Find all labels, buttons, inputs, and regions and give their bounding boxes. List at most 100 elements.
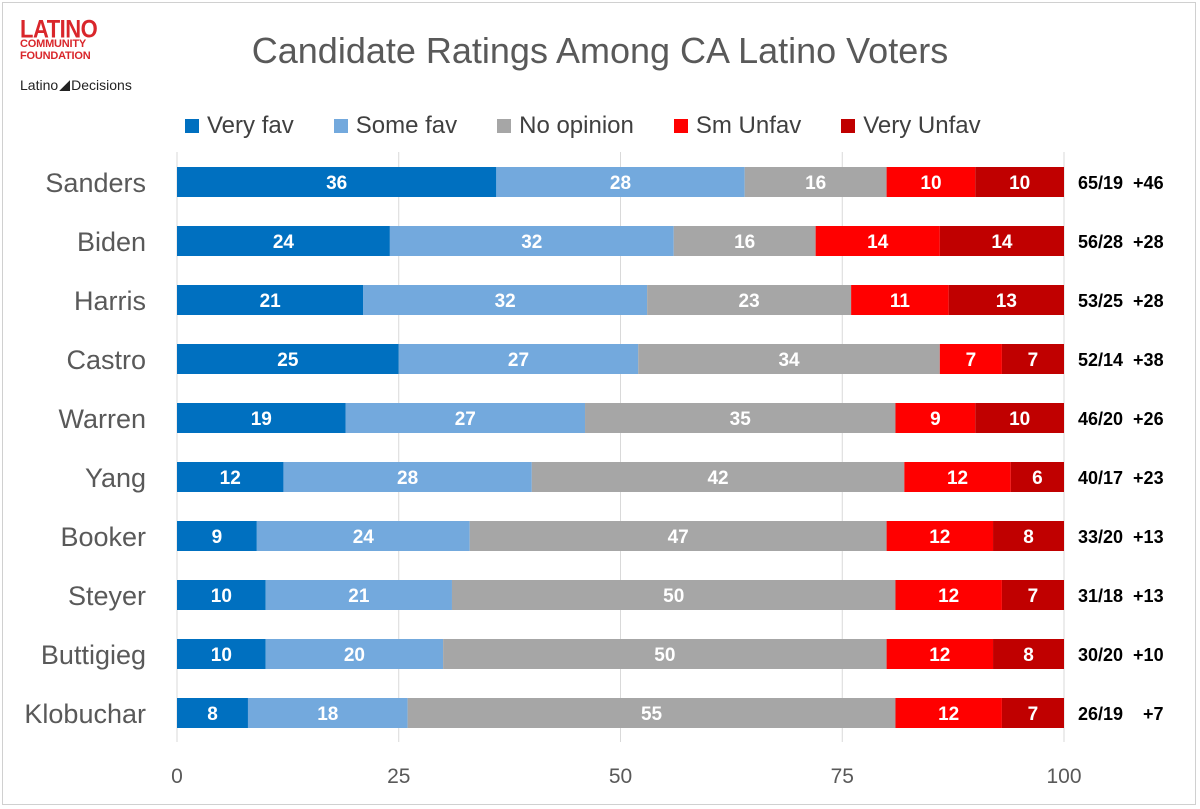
bar-segment xyxy=(177,639,266,669)
data-label: 8 xyxy=(1023,527,1034,548)
chart-legend: Very fav Some fav No opinion Sm Unfav Very U… xyxy=(185,112,981,140)
data-label: 28 xyxy=(397,468,418,489)
bar-segment xyxy=(177,698,248,728)
logo-line-3: FOUNDATION xyxy=(20,50,91,62)
data-label: 35 xyxy=(730,409,752,430)
data-label: 16 xyxy=(805,173,826,194)
bar-segment xyxy=(398,344,639,374)
data-label: 12 xyxy=(929,527,950,548)
bar-segment xyxy=(177,226,390,256)
bar-segment xyxy=(895,698,1002,728)
data-label: 8 xyxy=(1023,645,1034,666)
bar-segment xyxy=(895,580,1002,610)
logo-line-2: COMMUNITY xyxy=(20,38,87,50)
data-label: 7 xyxy=(966,350,977,371)
category-label: Warren xyxy=(58,404,146,434)
data-label: 24 xyxy=(273,232,295,253)
bar-segment xyxy=(886,521,994,551)
legend-swatch xyxy=(185,119,199,133)
logo-partner-right: Decisions xyxy=(71,77,132,93)
row-annotation: 30/20 +10 xyxy=(1078,645,1164,665)
category-label: Yang xyxy=(85,463,146,493)
data-label: 10 xyxy=(1009,173,1030,194)
row-annotation: 40/17 +23 xyxy=(1078,468,1164,488)
data-label: 21 xyxy=(260,291,282,312)
data-label: 10 xyxy=(211,645,232,666)
bar-segment xyxy=(496,167,745,197)
row-annotation: 56/28 +28 xyxy=(1078,232,1164,252)
data-label: 9 xyxy=(212,527,223,548)
row-annotation: 26/19 +7 xyxy=(1078,704,1164,724)
bar-segment xyxy=(939,226,1064,256)
data-label: 13 xyxy=(996,291,1017,312)
bar-segment xyxy=(451,580,896,610)
category-label: Klobuchar xyxy=(24,699,146,729)
bar-segment xyxy=(177,403,346,433)
data-label: 11 xyxy=(890,291,911,312)
x-tick-label: 0 xyxy=(171,765,183,788)
data-label: 50 xyxy=(663,586,684,607)
bar-segment xyxy=(177,462,284,492)
category-label: Harris xyxy=(74,286,146,316)
data-label: 9 xyxy=(930,409,941,430)
latino-community-foundation-logo: LATINO COMMUNITY FOUNDATION xyxy=(20,14,150,62)
bar-segment xyxy=(993,639,1064,669)
bar-segment xyxy=(638,344,940,374)
category-label: Buttigieg xyxy=(41,640,146,670)
data-label: 8 xyxy=(207,704,218,725)
bar-segment xyxy=(1001,580,1064,610)
legend-label: Very fav xyxy=(207,112,294,139)
bar-segment xyxy=(177,344,399,374)
data-label: 7 xyxy=(1028,586,1039,607)
logo-line-1: LATINO xyxy=(20,14,98,44)
data-label: 55 xyxy=(641,704,663,725)
data-label: 27 xyxy=(508,350,529,371)
bar-segment xyxy=(531,462,905,492)
bar-segment xyxy=(993,521,1064,551)
bar-segment xyxy=(647,285,852,315)
bar-segment xyxy=(363,285,648,315)
bar-segment xyxy=(443,639,887,669)
data-label: 10 xyxy=(211,586,232,607)
row-annotation: 65/19 +46 xyxy=(1078,173,1164,193)
bar-segment xyxy=(744,167,887,197)
legend-item: Very fav xyxy=(185,112,294,140)
legend-label: Some fav xyxy=(355,112,458,139)
data-label: 36 xyxy=(326,173,347,194)
x-tick-label: 75 xyxy=(831,765,854,788)
bar-segment xyxy=(975,167,1064,197)
bar-segment xyxy=(895,403,976,433)
data-label: 7 xyxy=(1028,350,1039,371)
latino-decisions-logo: Latino Decisions xyxy=(20,77,132,93)
legend-item: Some fav xyxy=(333,112,458,140)
bar-segment xyxy=(177,521,257,551)
legend-swatch xyxy=(841,119,856,133)
data-label: 20 xyxy=(344,645,365,666)
data-label: 42 xyxy=(707,468,728,489)
data-label: 7 xyxy=(1028,704,1039,725)
data-label: 19 xyxy=(251,409,272,430)
bar-segment xyxy=(904,462,1011,492)
data-label: 6 xyxy=(1032,468,1043,489)
legend-item: Very Unfav xyxy=(841,112,981,140)
data-label: 16 xyxy=(734,232,755,253)
data-label: 12 xyxy=(220,468,241,489)
bar-segment xyxy=(247,698,408,728)
bar-segment xyxy=(469,521,887,551)
bar-segment xyxy=(1010,462,1064,492)
data-label: 12 xyxy=(938,586,959,607)
bar-segment xyxy=(886,167,976,197)
category-label: Booker xyxy=(60,522,146,552)
legend-swatch xyxy=(673,119,688,133)
row-annotation: 52/14 +38 xyxy=(1078,350,1164,370)
data-label: 28 xyxy=(610,173,631,194)
bar-segment xyxy=(948,285,1064,315)
bar-segment xyxy=(1001,344,1064,374)
bar-segment xyxy=(975,403,1064,433)
data-label: 14 xyxy=(991,232,1013,253)
bar-segment xyxy=(851,285,949,315)
bar-segment xyxy=(1001,698,1064,728)
logo-partner-left: Latino xyxy=(20,77,59,93)
